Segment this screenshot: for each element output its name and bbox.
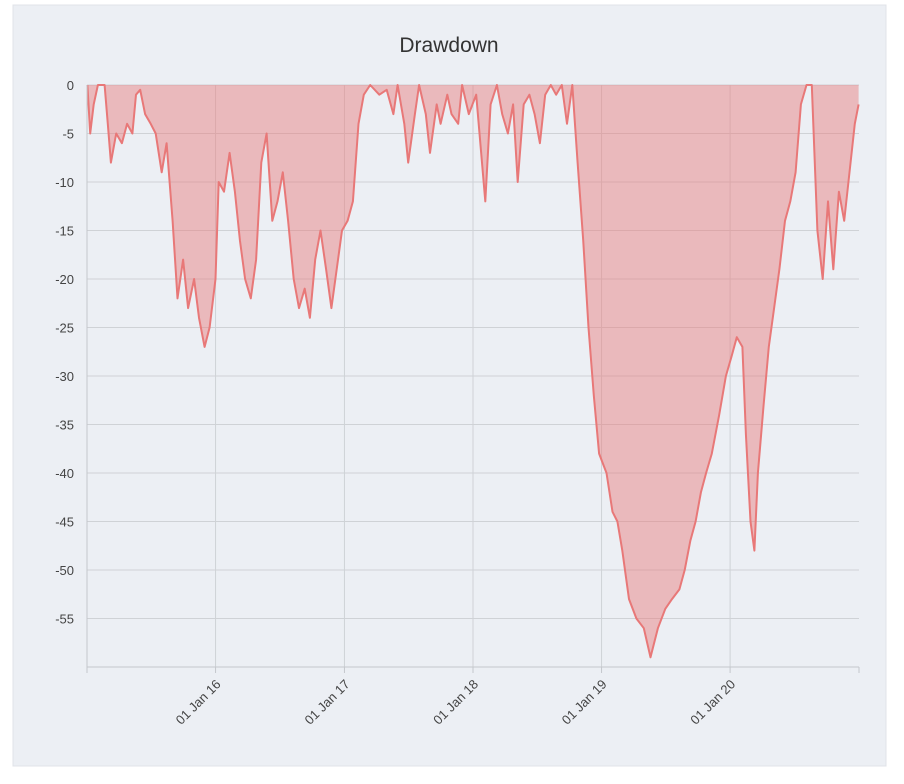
drawdown-area — [87, 85, 859, 658]
y-tick-label: -40 — [55, 466, 74, 481]
y-tick-label: -15 — [55, 224, 74, 239]
chart-title: Drawdown — [399, 34, 498, 57]
y-tick-label: -55 — [55, 612, 74, 627]
chart-panel — [12, 4, 887, 767]
y-tick-label: -30 — [55, 369, 74, 384]
drawdown-line — [86, 84, 860, 659]
y-tick-label: -45 — [55, 515, 74, 530]
y-tick-label: -25 — [55, 321, 74, 336]
y-tick-label: -50 — [55, 563, 74, 578]
y-tick-label: -10 — [55, 175, 74, 190]
y-tick-label: 0 — [67, 78, 74, 93]
y-tick-label: -5 — [62, 127, 74, 142]
y-tick-label: -20 — [55, 272, 74, 287]
y-tick-label: -35 — [55, 418, 74, 433]
